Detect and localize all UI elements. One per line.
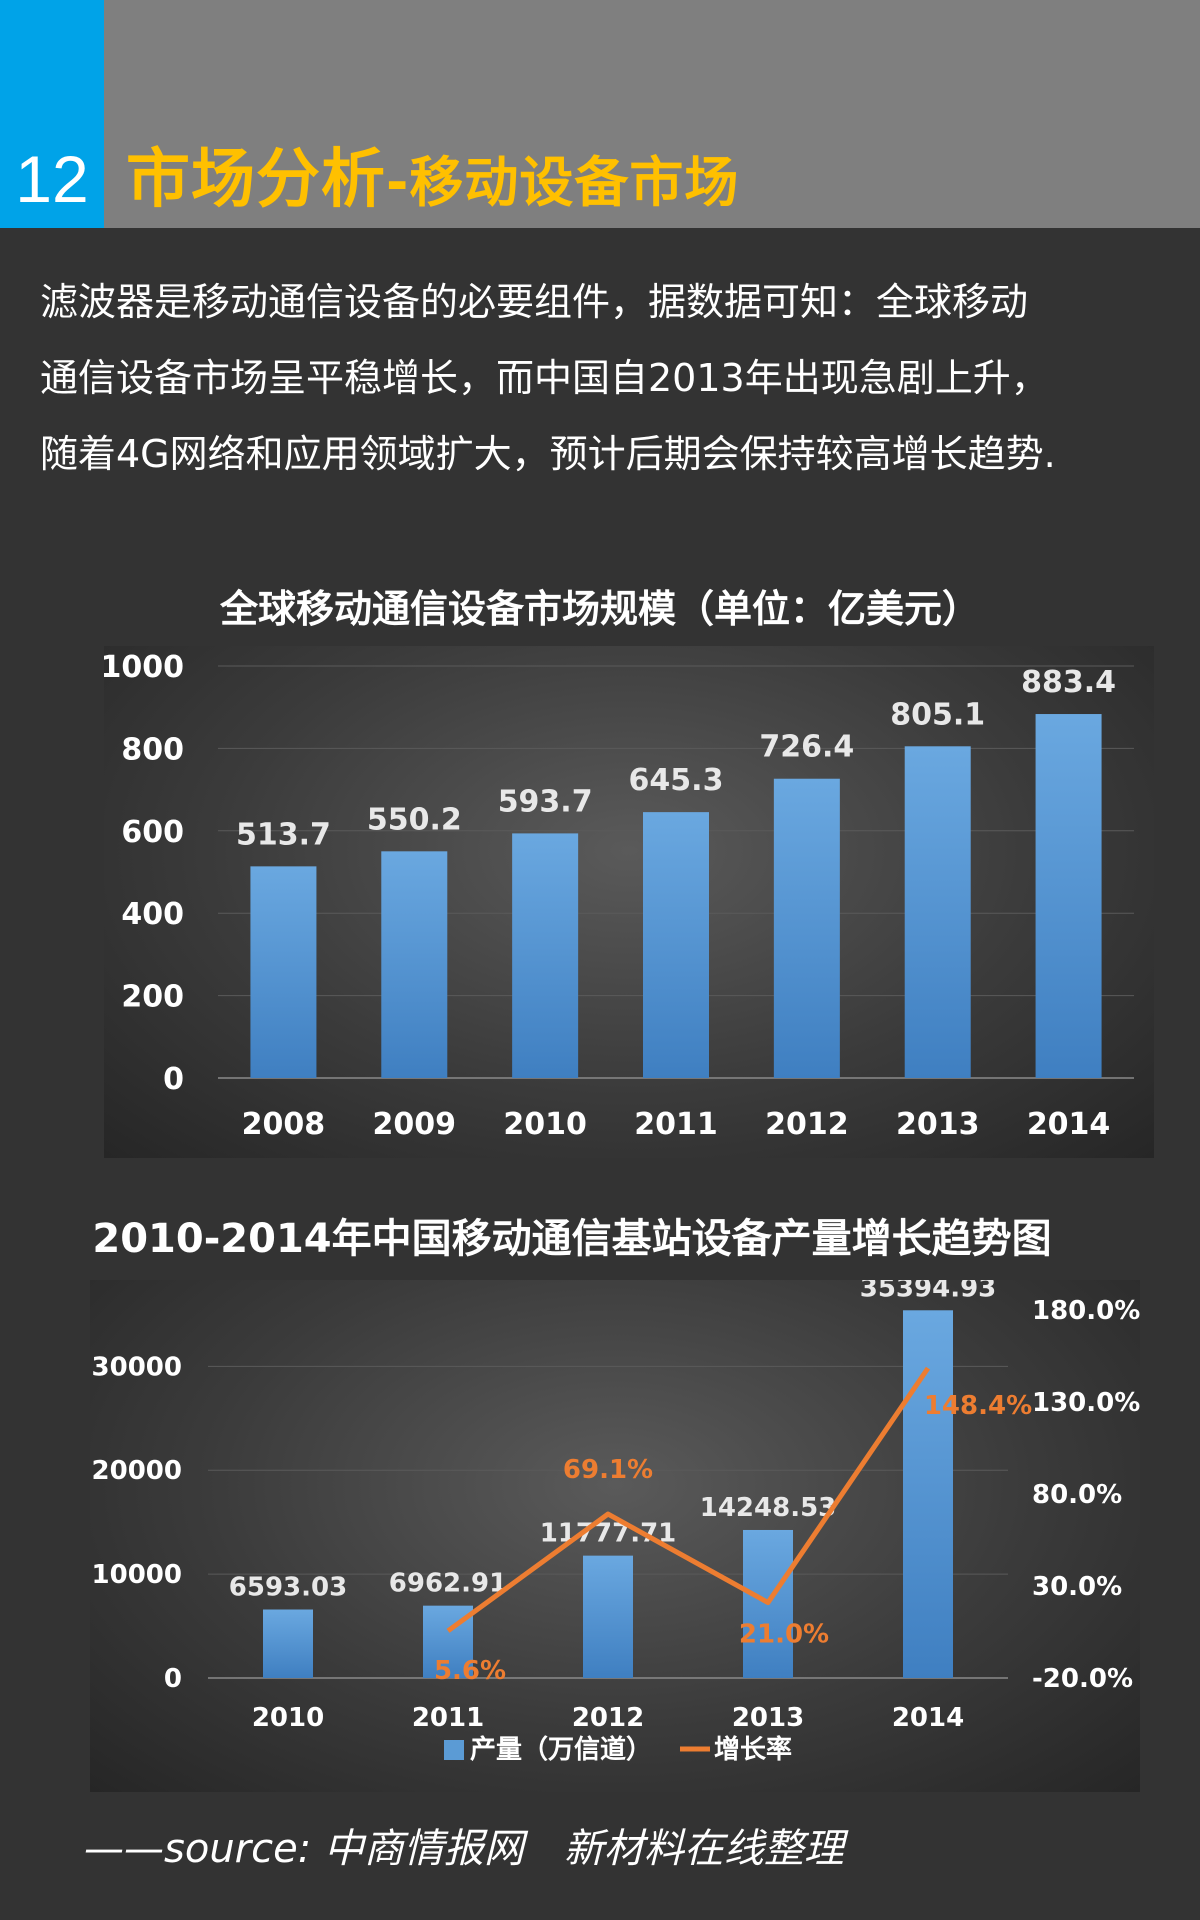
chart1-bar (643, 812, 709, 1078)
chart2-x-tick-label: 2010 (252, 1703, 324, 1733)
chart2-bar-data-label: 6593.03 (229, 1573, 347, 1603)
chart1-svg: 0 200 400 600 800 1000 513.7 2008 550.2 2009 593.7… (104, 650, 1134, 1142)
chart2-x-tick-label: 2014 (892, 1703, 964, 1733)
chart2-bar-data-label: 35394.93 (860, 1280, 997, 1303)
chart2-bar (583, 1555, 633, 1678)
intro-line: 随着4G网络和应用领域扩大，预计后期会保持较高增长趋势. (40, 432, 1056, 476)
chart1-x-tick-label: 2011 (634, 1107, 718, 1142)
base-station-combo-chart: 0 10000 20000 30000 -20.0% 30.0% 80.0% 130.0% 18… (90, 1280, 1140, 1792)
chart1-y-tick-label: 200 (121, 980, 184, 1015)
chart2-y-tick-label: 10000 (92, 1560, 182, 1590)
source-note: ——source: 中商情报网 新材料在线整理 (84, 1816, 844, 1874)
source-text: ——source: 中商情报网 (84, 1826, 524, 1872)
intro-line: 通信设备市场呈平稳增长，而中国自2013年出现急剧上升， (40, 356, 1049, 400)
page-title-sub: -移动设备市场 (386, 151, 740, 214)
chart2-x-tick-label: 2012 (572, 1703, 644, 1733)
header-bar (0, 0, 1200, 228)
chart1-bar (381, 851, 448, 1078)
chart2-line-data-label: 5.6% (434, 1656, 506, 1686)
chart1-y-tick-label: 400 (121, 897, 184, 932)
intro-line: 滤波器是移动通信设备的必要组件，据数据可知：全球移动 (40, 280, 1029, 324)
chart2-x-tick-label: 2013 (732, 1703, 804, 1733)
chart1-bar (773, 778, 840, 1078)
chart2-y2-tick-label: 30.0% (1032, 1572, 1122, 1602)
chart1-bar (1035, 714, 1102, 1078)
chart2-bar-data-label: 14248.53 (700, 1493, 837, 1523)
chart1-data-label: 645.3 (629, 763, 724, 798)
chart1-x-tick-label: 2008 (242, 1107, 326, 1142)
chart2-bar (903, 1310, 953, 1678)
chart2-bar-data-label: 11777.71 (540, 1519, 677, 1549)
chart1-x-tick-label: 2013 (896, 1107, 980, 1142)
chart1-x-tick-label: 2009 (373, 1107, 457, 1142)
global-market-bar-chart: 0 200 400 600 800 1000 513.7 2008 550.2 2009 593.7… (104, 646, 1154, 1158)
chart2-bar (263, 1609, 313, 1678)
chart1-data-label: 883.4 (1021, 665, 1116, 700)
chart1-y-tick-label: 0 (163, 1062, 184, 1097)
chart2-title: 2010-2014年中国移动通信基站设备产量增长趋势图 (92, 1216, 1052, 1262)
chart2-line-data-label: 21.0% (739, 1620, 829, 1650)
chart2-bar-data-label: 6962.91 (389, 1569, 507, 1599)
chart2-y-tick-label: 0 (164, 1664, 182, 1694)
chart1-y-tick-label: 1000 (104, 650, 184, 685)
source-compiler: 新材料在线整理 (563, 1826, 844, 1872)
chart1-y-tick-label: 600 (121, 815, 184, 850)
chart1-data-label: 726.4 (759, 730, 854, 765)
chart2-y2-tick-label: 180.0% (1032, 1296, 1140, 1326)
chart1-bar (904, 746, 971, 1078)
chart2-legend-line-label: 增长率 (714, 1734, 792, 1765)
chart1-x-tick-label: 2014 (1027, 1107, 1111, 1142)
chart2-y-tick-label: 20000 (92, 1456, 182, 1486)
chart1-data-label: 513.7 (236, 817, 331, 852)
chart1-y-tick-label: 800 (121, 732, 184, 767)
chart2-y2-tick-label: 80.0% (1032, 1480, 1122, 1510)
chart2-x-tick-label: 2011 (412, 1703, 484, 1733)
chart2-legend-bar-swatch (444, 1740, 464, 1760)
intro-paragraph: 滤波器是移动通信设备的必要组件，据数据可知：全球移动 通信设备市场呈平稳增长，而… (40, 264, 1170, 492)
page-title-main: 市场分析 (126, 143, 386, 217)
page-title: 市场分析-移动设备市场 (126, 128, 739, 220)
chart2-line-data-label: 148.4% (924, 1391, 1032, 1421)
chart1-bar (250, 866, 317, 1078)
chart1-x-tick-label: 2012 (765, 1107, 849, 1142)
chart2-svg: 0 10000 20000 30000 -20.0% 30.0% 80.0% 130.0% 18… (92, 1280, 1140, 1765)
chart2-y2-tick-label: 130.0% (1032, 1388, 1140, 1418)
chart1-bar (512, 833, 579, 1078)
chart2-growth-line (446, 1366, 931, 1633)
chart1-data-label: 805.1 (890, 697, 985, 732)
page-number-badge: 12 (0, 0, 104, 228)
chart1-data-label: 550.2 (367, 802, 462, 837)
chart1-x-tick-label: 2010 (503, 1107, 587, 1142)
chart2-y-tick-label: 30000 (92, 1352, 182, 1382)
chart1-title: 全球移动通信设备市场规模（单位：亿美元） (219, 587, 980, 631)
chart1-data-label: 593.7 (498, 784, 593, 819)
chart2-line-data-label: 69.1% (563, 1455, 653, 1485)
chart2-y2-tick-label: -20.0% (1032, 1664, 1133, 1694)
chart2-legend-bar-label: 产量（万信道） (470, 1734, 652, 1765)
